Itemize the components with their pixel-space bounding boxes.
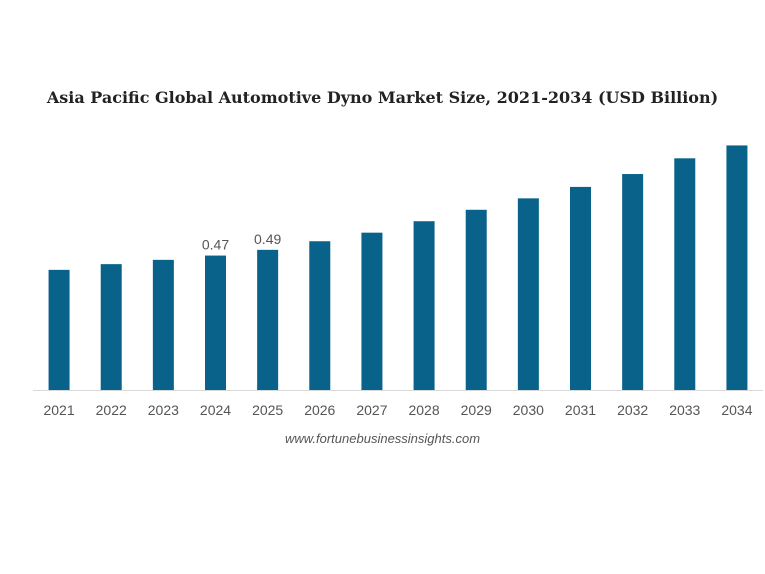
bar-2025 <box>257 249 279 390</box>
x-tick-label-2032: 2032 <box>617 402 648 418</box>
bar-2032 <box>622 174 644 390</box>
x-tick-label-2026: 2026 <box>304 402 335 418</box>
x-tick-labels: 2021 2022 2023 2024 2025 2026 2027 2028 2029 2030… <box>43 402 752 418</box>
x-tick-label-2030: 2030 <box>513 402 544 418</box>
x-tick-label-2025: 2025 <box>252 402 283 418</box>
bar-2029 <box>465 209 487 390</box>
bar-2022 <box>100 264 122 390</box>
x-tick-label-2028: 2028 <box>408 402 439 418</box>
bar-2034 <box>726 145 748 390</box>
bar-2023 <box>152 259 174 390</box>
bar-2028 <box>413 221 435 390</box>
bar-2027 <box>361 232 383 390</box>
bar-2033 <box>674 158 696 390</box>
x-tick-label-2029: 2029 <box>461 402 492 418</box>
x-tick-label-2021: 2021 <box>43 402 74 418</box>
x-tick-label-2034: 2034 <box>721 402 752 418</box>
bars-group <box>48 145 748 390</box>
x-tick-label-2023: 2023 <box>148 402 179 418</box>
x-tick-label-2024: 2024 <box>200 402 231 418</box>
data-label-2024: 0.47 <box>202 237 229 253</box>
x-tick-label-2033: 2033 <box>669 402 700 418</box>
data-label-2025: 0.49 <box>254 231 281 247</box>
x-tick-label-2031: 2031 <box>565 402 596 418</box>
bar-2026 <box>309 241 331 390</box>
data-labels: 0.47 0.49 <box>202 231 282 253</box>
source-text: www.fortunebusinessinsights.com <box>284 431 481 446</box>
bar-2021 <box>48 269 70 390</box>
x-tick-label-2022: 2022 <box>96 402 127 418</box>
x-tick-label-2027: 2027 <box>356 402 387 418</box>
bar-2024 <box>205 255 226 390</box>
bar-2030 <box>517 198 539 390</box>
chart-title: Asia Pacific Global Automotive Dyno Mark… <box>46 88 719 107</box>
bar-2031 <box>570 186 591 390</box>
